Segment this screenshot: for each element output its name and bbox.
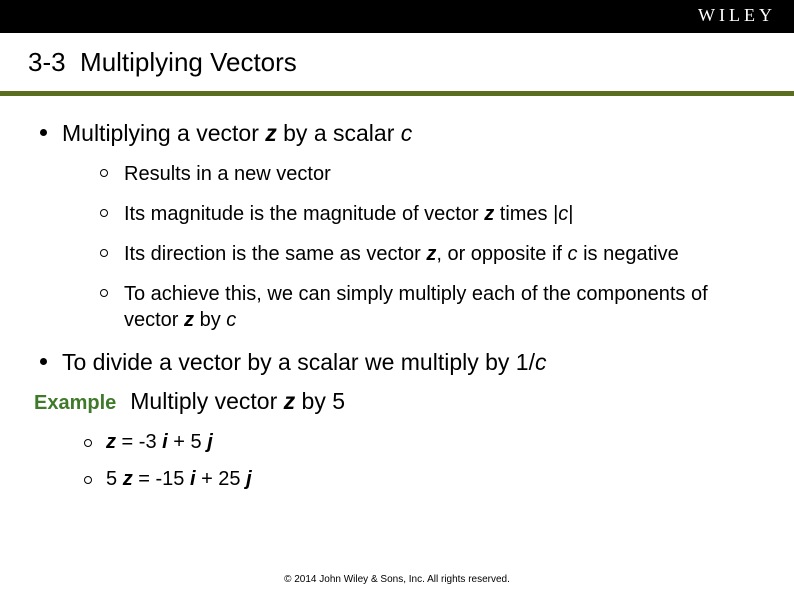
vector-symbol: z bbox=[106, 431, 116, 453]
text-fragment: + 5 bbox=[168, 431, 207, 453]
brand-logo: WILEY bbox=[698, 5, 776, 26]
unit-vector-j: j bbox=[246, 468, 252, 490]
scalar-symbol: c bbox=[558, 203, 568, 225]
sub-bullet-text: Its direction is the same as vector z, o… bbox=[124, 241, 760, 267]
text-fragment: To divide a vector by a scalar we multip… bbox=[62, 349, 535, 375]
sub-bullet-item: Its direction is the same as vector z, o… bbox=[92, 241, 760, 267]
example-label: Example bbox=[34, 392, 116, 415]
bullet-text: To divide a vector by a scalar we multip… bbox=[62, 347, 760, 378]
text-fragment: = -3 bbox=[116, 431, 162, 453]
bullet-list: Multiplying a vector z by a scalar c Res… bbox=[34, 118, 760, 378]
text-fragment: Its direction is the same as vector bbox=[124, 243, 426, 265]
vector-symbol: z bbox=[184, 309, 194, 331]
title-bar: 3-3 Multiplying Vectors bbox=[0, 33, 794, 96]
vector-symbol: z bbox=[123, 468, 133, 490]
scalar-symbol: c bbox=[535, 349, 547, 375]
section-title: Multiplying Vectors bbox=[80, 47, 297, 77]
text-fragment: Its magnitude is the magnitude of vector bbox=[124, 203, 484, 225]
bullet-item: To divide a vector by a scalar we multip… bbox=[34, 347, 760, 378]
unit-vector-j: j bbox=[207, 431, 213, 453]
vector-symbol: z bbox=[284, 388, 296, 414]
example-equation: 5 z = -15 i + 25 j bbox=[106, 468, 760, 491]
content-area: Multiplying a vector z by a scalar c Res… bbox=[0, 96, 794, 491]
sub-bullet-text: To achieve this, we can simply multiply … bbox=[124, 281, 760, 333]
sub-bullet-text: Results in a new vector bbox=[124, 161, 760, 187]
sub-bullet-item: To achieve this, we can simply multiply … bbox=[92, 281, 760, 333]
example-row: Example Multiply vector z by 5 bbox=[34, 388, 760, 415]
vector-symbol: z bbox=[426, 243, 436, 265]
bullet-text: Multiplying a vector z by a scalar c bbox=[62, 118, 760, 149]
sub-bullet-item: Results in a new vector bbox=[92, 161, 760, 187]
copyright-footer: © 2014 John Wiley & Sons, Inc. All right… bbox=[0, 574, 794, 585]
text-fragment: by a scalar bbox=[277, 120, 401, 146]
section-number: 3-3 bbox=[28, 47, 66, 77]
text-fragment: = -15 bbox=[133, 468, 190, 490]
topbar: WILEY bbox=[0, 0, 794, 33]
example-sub-item: 5 z = -15 i + 25 j bbox=[78, 468, 760, 491]
example-sub-list: z = -3 i + 5 j 5 z = -15 i + 25 j bbox=[78, 431, 760, 491]
example-sub-item: z = -3 i + 5 j bbox=[78, 431, 760, 454]
text-fragment: by bbox=[194, 309, 226, 331]
text-fragment: times | bbox=[494, 203, 558, 225]
sub-bullet-item: Its magnitude is the magnitude of vector… bbox=[92, 201, 760, 227]
example-text: Multiply vector z by 5 bbox=[130, 388, 345, 415]
text-fragment: by 5 bbox=[295, 388, 345, 414]
slide-title: 3-3 Multiplying Vectors bbox=[0, 33, 794, 78]
text-fragment: , or opposite if bbox=[436, 243, 567, 265]
scalar-symbol: c bbox=[226, 309, 236, 331]
slide: WILEY 3-3 Multiplying Vectors Multiplyin… bbox=[0, 0, 794, 595]
vector-symbol: z bbox=[265, 120, 277, 146]
bullet-item: Multiplying a vector z by a scalar c Res… bbox=[34, 118, 760, 333]
example-equation: z = -3 i + 5 j bbox=[106, 431, 760, 454]
scalar-symbol: c bbox=[568, 243, 578, 265]
text-fragment: | bbox=[568, 203, 573, 225]
text-fragment: is negative bbox=[578, 243, 679, 265]
scalar-symbol: c bbox=[401, 120, 413, 146]
text-fragment: Multiplying a vector bbox=[62, 120, 265, 146]
text-fragment: 5 bbox=[106, 468, 123, 490]
sub-bullet-list: Results in a new vector Its magnitude is… bbox=[92, 161, 760, 333]
text-fragment: Multiply vector bbox=[130, 388, 283, 414]
text-fragment: + 25 bbox=[196, 468, 247, 490]
sub-bullet-text: Its magnitude is the magnitude of vector… bbox=[124, 201, 760, 227]
vector-symbol: z bbox=[484, 203, 494, 225]
